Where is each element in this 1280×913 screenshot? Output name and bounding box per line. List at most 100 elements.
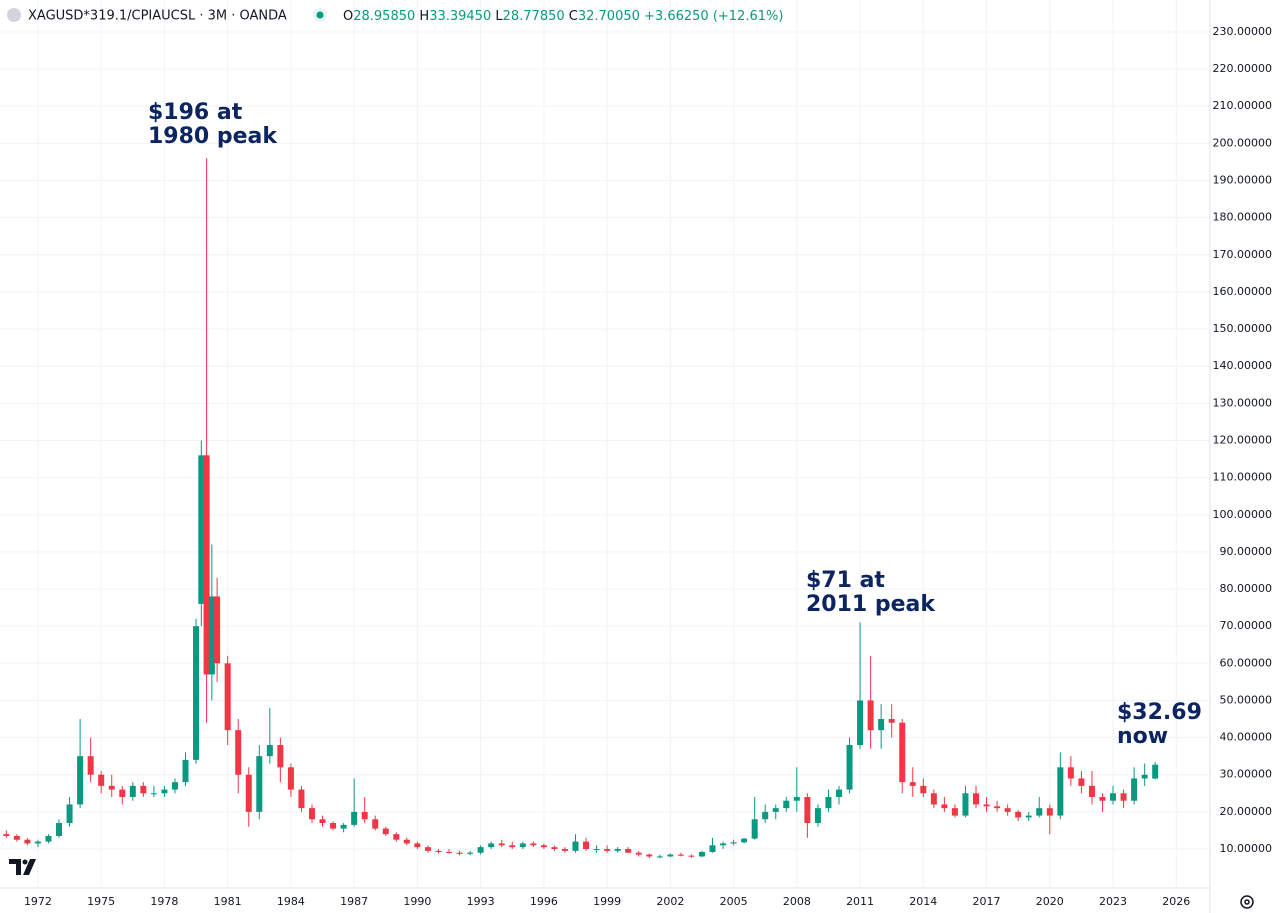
y-tick-label: 120.00000	[1213, 433, 1273, 446]
candle-body	[45, 836, 52, 842]
ohlc-label: C	[569, 9, 578, 24]
candle-body	[1046, 808, 1053, 816]
candle-body	[1152, 764, 1159, 779]
candle-body	[266, 745, 273, 757]
y-tick-label: 140.00000	[1213, 359, 1273, 372]
y-tick-label: 220.00000	[1213, 62, 1273, 75]
candle-body	[393, 834, 400, 840]
candle-body	[1078, 778, 1085, 786]
candle-body	[783, 800, 790, 809]
candle-body	[1141, 774, 1148, 779]
annotation: $196 at	[148, 100, 243, 125]
candle-body	[56, 823, 63, 837]
y-tick-label: 230.00000	[1213, 25, 1273, 38]
candle-body	[298, 789, 305, 809]
candle-body	[857, 700, 864, 746]
candle-body	[198, 455, 205, 604]
candle-body	[467, 852, 474, 854]
candle-body	[614, 849, 621, 851]
candle-body	[319, 819, 326, 824]
candle-body	[161, 789, 168, 794]
candle-body	[625, 849, 632, 853]
candle-body	[224, 663, 231, 731]
candle-body	[87, 756, 94, 775]
candle-body	[66, 804, 73, 824]
candles	[3, 158, 1159, 859]
y-tick-label: 110.00000	[1213, 471, 1273, 484]
x-tick-label: 1972	[24, 895, 52, 908]
candle-body	[245, 774, 252, 812]
symbol: XAGUSD*319.1/CPIAUCSL · 3M · OANDA	[28, 9, 287, 24]
candle-body	[150, 793, 157, 795]
candle-body	[572, 841, 579, 851]
candle-body	[214, 596, 221, 664]
candle-body	[920, 785, 927, 794]
candle-body	[973, 793, 980, 805]
candle-body	[688, 855, 695, 857]
ohlc-label: L	[495, 9, 503, 24]
candle-body	[835, 789, 842, 798]
candle-body	[208, 596, 215, 675]
y-tick-label: 30.00000	[1220, 768, 1273, 781]
x-tick-label: 1999	[593, 895, 621, 908]
y-tick-label: 190.00000	[1213, 173, 1273, 186]
settings-icon[interactable]	[1240, 895, 1254, 909]
status-dot	[316, 11, 324, 19]
candle-body	[1057, 767, 1064, 816]
ohlc-value: 28.77850	[503, 9, 565, 24]
candle-body	[1131, 778, 1138, 801]
x-tick-label: 1975	[87, 895, 115, 908]
tv-logo	[9, 859, 36, 875]
candle-body	[24, 839, 31, 844]
y-tick-label: 60.00000	[1220, 656, 1273, 669]
x-tick-label: 1993	[467, 895, 495, 908]
candle-body	[1088, 785, 1095, 798]
candle-body	[1036, 808, 1043, 816]
candle-body	[646, 854, 653, 857]
candle-body	[519, 843, 526, 848]
candle-body	[340, 824, 347, 829]
candle-body	[709, 845, 716, 852]
candle-body	[488, 843, 495, 848]
y-tick-label: 130.00000	[1213, 396, 1273, 409]
candle-body	[540, 845, 547, 848]
candle-body	[593, 849, 600, 851]
candle-body	[287, 767, 294, 790]
y-tick-label: 180.00000	[1213, 211, 1273, 224]
y-tick-label: 170.00000	[1213, 248, 1273, 261]
x-tick-label: 2023	[1099, 895, 1127, 908]
x-tick-label: 1984	[277, 895, 305, 908]
candle-body	[414, 843, 421, 848]
ohlc-value: 33.39450	[429, 9, 491, 24]
candle-body	[403, 839, 410, 844]
candle-body	[583, 841, 590, 850]
candle-body	[1015, 811, 1022, 818]
candle-body	[182, 759, 189, 783]
y-tick-label: 200.00000	[1213, 136, 1273, 149]
candle-body	[561, 849, 568, 851]
candle-body	[751, 819, 758, 839]
candle-body	[846, 745, 853, 790]
candle-body	[677, 854, 684, 856]
candle-body	[277, 745, 284, 768]
x-tick-label: 1981	[214, 895, 242, 908]
candle-body	[551, 847, 558, 850]
x-tick-label: 2011	[846, 895, 874, 908]
candle-body	[1120, 793, 1127, 801]
x-tick-label: 1987	[340, 895, 368, 908]
candle-body	[899, 722, 906, 783]
candle-body	[951, 808, 958, 816]
candle-body	[888, 719, 895, 723]
candle-body	[741, 838, 748, 843]
candle-body	[77, 756, 84, 805]
x-tick-label: 2014	[909, 895, 937, 908]
candle-body	[140, 785, 147, 794]
x-tick-label: 2026	[1162, 895, 1190, 908]
annotation: $32.69	[1117, 700, 1202, 725]
candle-body	[962, 793, 969, 816]
candle-body	[867, 700, 874, 731]
y-tick-label: 210.00000	[1213, 99, 1273, 112]
y-tick-label: 20.00000	[1220, 805, 1273, 818]
